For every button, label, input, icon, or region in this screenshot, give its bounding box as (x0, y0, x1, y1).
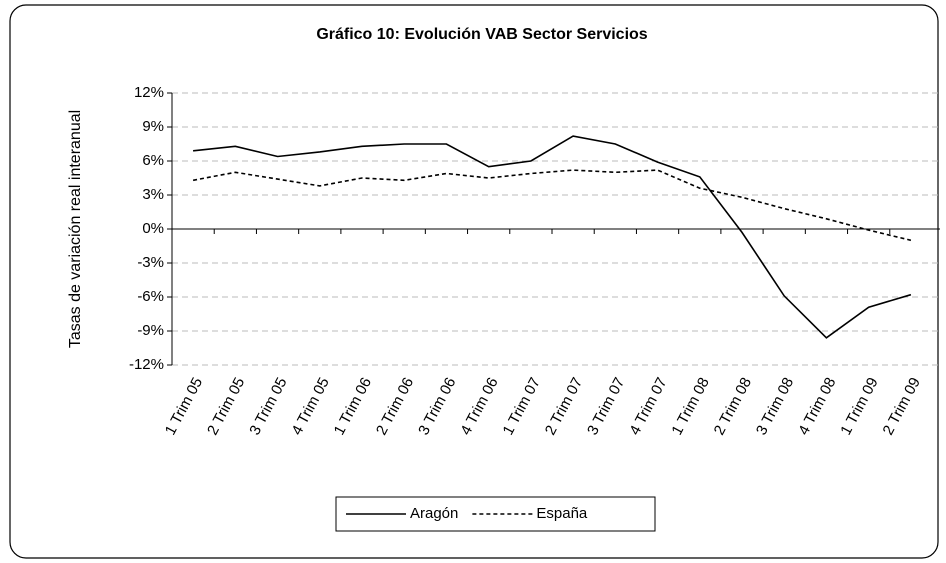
legend-label: Aragón (410, 505, 458, 522)
y-tick-label: 6% (142, 152, 164, 169)
y-tick-label: -3% (137, 254, 164, 271)
line-series (193, 135, 912, 339)
chart-title: Gráfico 10: Evolución VAB Sector Servici… (316, 26, 647, 43)
y-tick-label: 0% (142, 220, 164, 237)
y-tick-label: -6% (137, 288, 164, 305)
line-series (192, 169, 912, 242)
legend-label: España (536, 505, 588, 522)
y-tick-label: 12% (134, 84, 164, 101)
y-tick-label: -9% (137, 322, 164, 339)
y-axis-label: Tasas de variación real interanual (67, 110, 84, 348)
y-tick-label: 3% (142, 186, 164, 203)
y-tick-label: 9% (142, 118, 164, 135)
chart-frame (9, 4, 939, 559)
y-tick-label: -12% (129, 356, 164, 373)
